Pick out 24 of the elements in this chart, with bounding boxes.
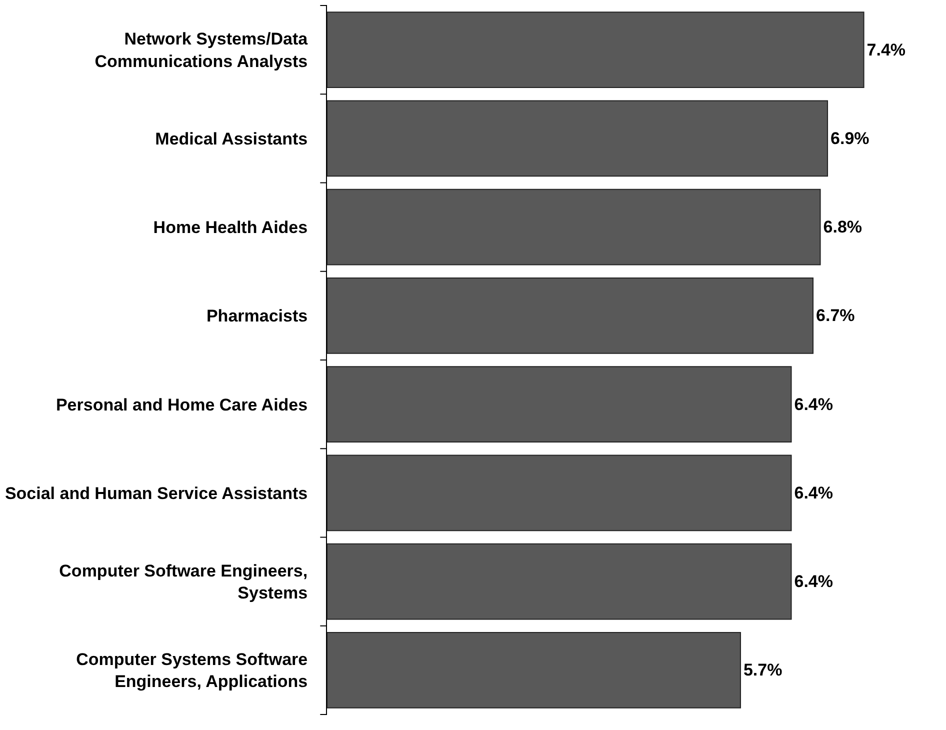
y-tick-label: Home Health Aides xyxy=(153,218,308,238)
data-label: 5.7% xyxy=(743,660,782,680)
data-label: 6.4% xyxy=(794,394,833,414)
bar xyxy=(327,188,821,266)
bar xyxy=(327,12,864,88)
data-label: 6.7% xyxy=(816,306,855,326)
data-label: 6.9% xyxy=(830,128,870,148)
y-tick-label: Computer Software Engineers, Systems xyxy=(59,561,308,603)
y-tick-label: Network Systems/Data Communications Analysts xyxy=(94,30,308,71)
bar xyxy=(327,543,792,620)
y-tick-label: Medical Assistants xyxy=(155,129,308,148)
bar xyxy=(327,454,792,532)
bar xyxy=(327,278,814,354)
data-label: 7.4% xyxy=(866,40,906,60)
data-label: 6.8% xyxy=(823,218,862,237)
y-tick-label: Computer Systems Software Engineers, Applications xyxy=(76,650,308,692)
bar xyxy=(327,100,828,177)
data-label: 6.4% xyxy=(794,572,833,592)
y-tick-label: Pharmacists xyxy=(206,306,308,326)
bar xyxy=(327,366,792,442)
y-tick-label: Personal and Home Care Aides xyxy=(56,395,308,414)
data-label: 6.4% xyxy=(794,483,833,502)
y-tick-label: Social and Human Service Assistants xyxy=(4,484,308,503)
bar xyxy=(327,632,741,708)
